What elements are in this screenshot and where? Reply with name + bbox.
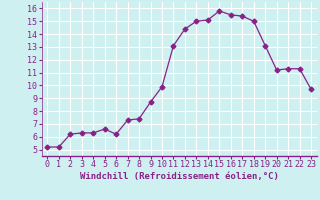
X-axis label: Windchill (Refroidissement éolien,°C): Windchill (Refroidissement éolien,°C) (80, 172, 279, 181)
